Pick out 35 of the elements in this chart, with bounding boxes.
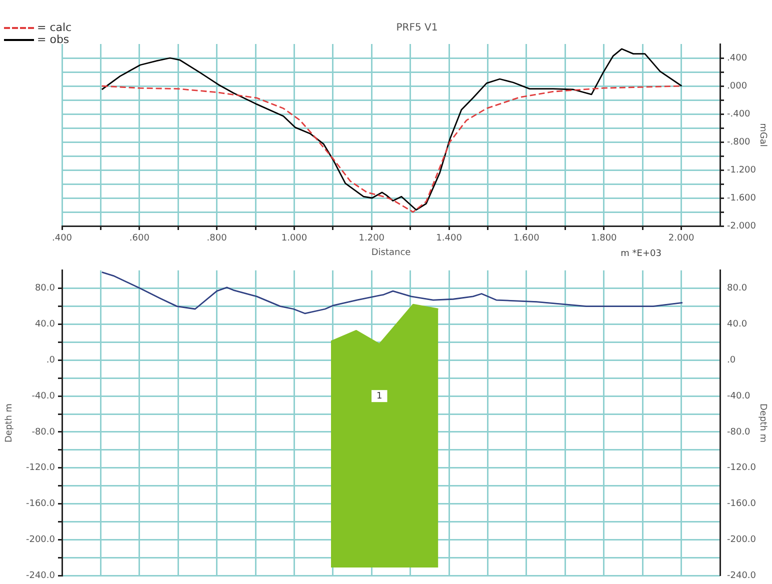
y-tick-label: .000: [727, 81, 748, 92]
x-tick-label: 1.600: [514, 234, 540, 244]
y-tick-label: -240.0: [26, 570, 56, 581]
text: m *E+03: [620, 248, 662, 259]
annotation: 1: [376, 391, 382, 402]
y-tick-label: -160.0: [26, 499, 56, 510]
y-tick-label: -1.200: [727, 165, 756, 176]
y-tick-label: 80.0: [34, 284, 56, 294]
y-tick-label: -.800: [727, 137, 751, 148]
x-tick-label: 1.000: [281, 234, 308, 244]
x-tick-label: 2.000: [668, 234, 694, 244]
legend-label: = calc: [37, 21, 72, 34]
y-axis-title: mGal: [757, 123, 768, 147]
y-tick-label: .400: [727, 53, 748, 64]
y2-axis-title: Depth m: [757, 403, 768, 443]
x-tick-label: .600: [129, 234, 150, 244]
x-tick-label: 1.200: [358, 234, 385, 244]
y-tick-label: -40.0: [32, 391, 56, 402]
x-tick-label: 1.400: [436, 234, 462, 244]
x-axis-title: Distance: [371, 248, 412, 258]
y-tick-label: -1.600: [727, 193, 756, 204]
y-tick-label: -2.000: [727, 221, 756, 232]
y-tick-label: -.400: [727, 109, 751, 120]
x-tick-label: 1.800: [591, 234, 618, 244]
y-tick-label: -200.0: [26, 535, 56, 546]
legend-label: = obs: [37, 33, 70, 46]
y-axis-title: Depth m: [4, 403, 15, 443]
y-tick-label: 40.0: [34, 320, 56, 330]
x-tick-label: .800: [206, 234, 228, 244]
line-series: [101, 85, 682, 213]
y-tick-label: .0: [46, 356, 56, 366]
y-tick-label: -120.0: [26, 463, 56, 474]
y-tick-label: -80.0: [32, 427, 56, 438]
x-tick-label: .400: [52, 234, 72, 244]
chart-title: PRF5 V1: [396, 22, 438, 34]
